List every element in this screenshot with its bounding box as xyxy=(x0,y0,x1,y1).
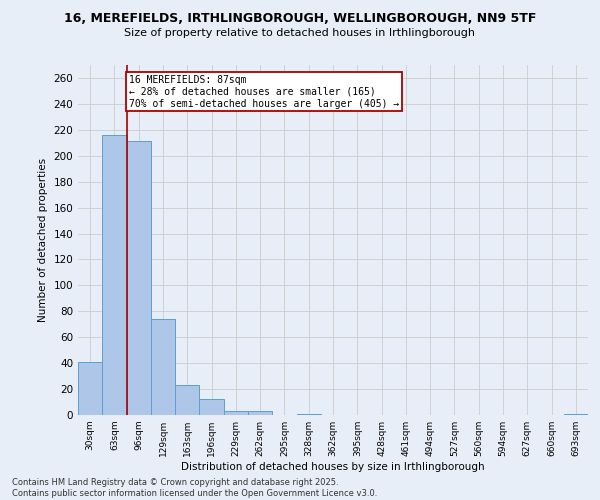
Text: Contains HM Land Registry data © Crown copyright and database right 2025.
Contai: Contains HM Land Registry data © Crown c… xyxy=(12,478,377,498)
Bar xyxy=(127,142,151,415)
Bar xyxy=(248,411,272,415)
Bar xyxy=(102,135,127,415)
Text: 16 MEREFIELDS: 87sqm
← 28% of detached houses are smaller (165)
70% of semi-deta: 16 MEREFIELDS: 87sqm ← 28% of detached h… xyxy=(129,76,399,108)
Bar xyxy=(224,411,248,415)
X-axis label: Distribution of detached houses by size in Irthlingborough: Distribution of detached houses by size … xyxy=(181,462,485,472)
Bar xyxy=(151,319,175,415)
Bar xyxy=(175,385,199,415)
Text: Size of property relative to detached houses in Irthlingborough: Size of property relative to detached ho… xyxy=(125,28,476,38)
Bar xyxy=(296,414,321,415)
Bar xyxy=(564,414,588,415)
Text: 16, MEREFIELDS, IRTHLINGBOROUGH, WELLINGBOROUGH, NN9 5TF: 16, MEREFIELDS, IRTHLINGBOROUGH, WELLING… xyxy=(64,12,536,26)
Bar xyxy=(78,362,102,415)
Y-axis label: Number of detached properties: Number of detached properties xyxy=(38,158,48,322)
Bar xyxy=(199,400,224,415)
